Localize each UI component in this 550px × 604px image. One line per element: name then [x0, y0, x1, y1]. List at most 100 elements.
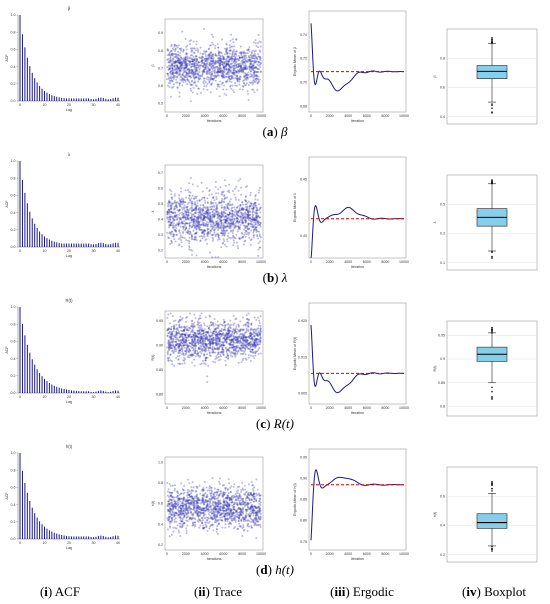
- trace-point: [195, 208, 198, 211]
- trace-point: [215, 233, 218, 236]
- trace-point: [250, 229, 253, 232]
- row-letter: b: [267, 270, 274, 285]
- trace-point: [200, 56, 203, 59]
- trace-point: [171, 341, 174, 344]
- trace-point: [193, 59, 196, 62]
- trace-point: [214, 79, 217, 82]
- trace-point: [188, 182, 191, 185]
- trace-point: [242, 80, 245, 83]
- trace-point: [214, 228, 217, 231]
- trace-point: [193, 197, 196, 200]
- trace-point: [180, 79, 183, 82]
- trace-point: [237, 70, 240, 73]
- trace-point: [227, 60, 230, 63]
- trace-point: [247, 49, 250, 52]
- trace-point: [197, 73, 200, 76]
- trace-point: [247, 213, 250, 216]
- trace-point: [171, 62, 174, 65]
- trace-point: [222, 76, 225, 79]
- trace-point: [202, 334, 205, 337]
- trace-point: [223, 229, 226, 232]
- trace-point: [240, 212, 243, 215]
- trace-point: [246, 344, 249, 347]
- trace-point: [188, 236, 191, 239]
- trace-point: [236, 220, 239, 223]
- trace-point: [235, 209, 238, 212]
- trace-point: [198, 221, 201, 224]
- trace-point: [257, 55, 260, 58]
- trace-point: [169, 328, 172, 331]
- trace-point: [202, 68, 205, 71]
- trace-point: [247, 356, 250, 359]
- trace-point: [252, 53, 255, 56]
- trace-point: [178, 230, 181, 233]
- trace-point: [216, 203, 219, 206]
- trace-point: [169, 353, 172, 356]
- trace-point: [166, 48, 169, 51]
- trace-point: [220, 328, 223, 331]
- trace-point: [208, 67, 211, 70]
- trace-point: [230, 75, 233, 78]
- trace-point: [231, 218, 234, 221]
- x-axis-label: Iteration: [351, 265, 364, 269]
- trace-point: [193, 207, 196, 210]
- trace-point: [212, 53, 215, 56]
- trace-point: [238, 226, 241, 229]
- trace-point: [181, 74, 184, 77]
- trace-point: [190, 216, 193, 219]
- trace-point: [174, 62, 177, 65]
- trace-point: [168, 54, 171, 57]
- trace-point: [169, 59, 172, 62]
- trace-point: [175, 340, 178, 343]
- trace-point: [233, 213, 236, 216]
- trace-point: [173, 205, 176, 208]
- trace-point: [168, 213, 171, 216]
- trace-point: [189, 217, 192, 220]
- trace-point: [216, 210, 219, 213]
- trace-point: [170, 330, 173, 333]
- trace-point: [204, 207, 207, 210]
- trace-point: [189, 177, 192, 180]
- trace-point: [220, 83, 223, 86]
- trace-point: [191, 69, 194, 72]
- trace-point: [168, 209, 171, 212]
- trace-point: [189, 191, 192, 194]
- trace-point: [202, 353, 205, 356]
- trace-point: [184, 226, 187, 229]
- trace-point: [169, 188, 172, 191]
- trace-point: [241, 214, 244, 217]
- x-tick-label: 10000: [399, 114, 409, 118]
- y-tick-label: 0.0: [11, 99, 16, 103]
- trace-point: [190, 69, 193, 72]
- trace-point: [219, 201, 222, 204]
- trace-point: [177, 224, 180, 227]
- trace-point: [257, 34, 260, 37]
- trace-point: [203, 346, 206, 349]
- trace-point: [242, 208, 245, 211]
- trace-point: [193, 51, 196, 54]
- x-axis-label: Iterations: [207, 265, 222, 269]
- trace-point: [184, 217, 187, 220]
- trace-point: [222, 238, 225, 241]
- trace-point: [244, 78, 247, 81]
- trace-point: [239, 65, 242, 68]
- trace-point: [191, 63, 194, 66]
- trace-point: [206, 220, 209, 223]
- trace-point: [204, 64, 207, 67]
- trace-point: [218, 59, 221, 62]
- trace-point: [256, 209, 259, 212]
- trace-point: [257, 220, 260, 223]
- trace-point: [172, 77, 175, 80]
- trace-point: [187, 69, 190, 72]
- trace-point: [193, 76, 196, 79]
- x-axis-label: Iteration: [351, 411, 364, 415]
- trace-point: [196, 220, 199, 223]
- trace-point: [254, 226, 257, 229]
- trace-point: [240, 64, 243, 67]
- trace-point: [238, 56, 241, 59]
- trace-point: [258, 240, 261, 243]
- trace-point: [188, 232, 191, 235]
- trace-point: [187, 72, 190, 75]
- trace-point: [202, 224, 205, 227]
- trace-point: [201, 55, 204, 58]
